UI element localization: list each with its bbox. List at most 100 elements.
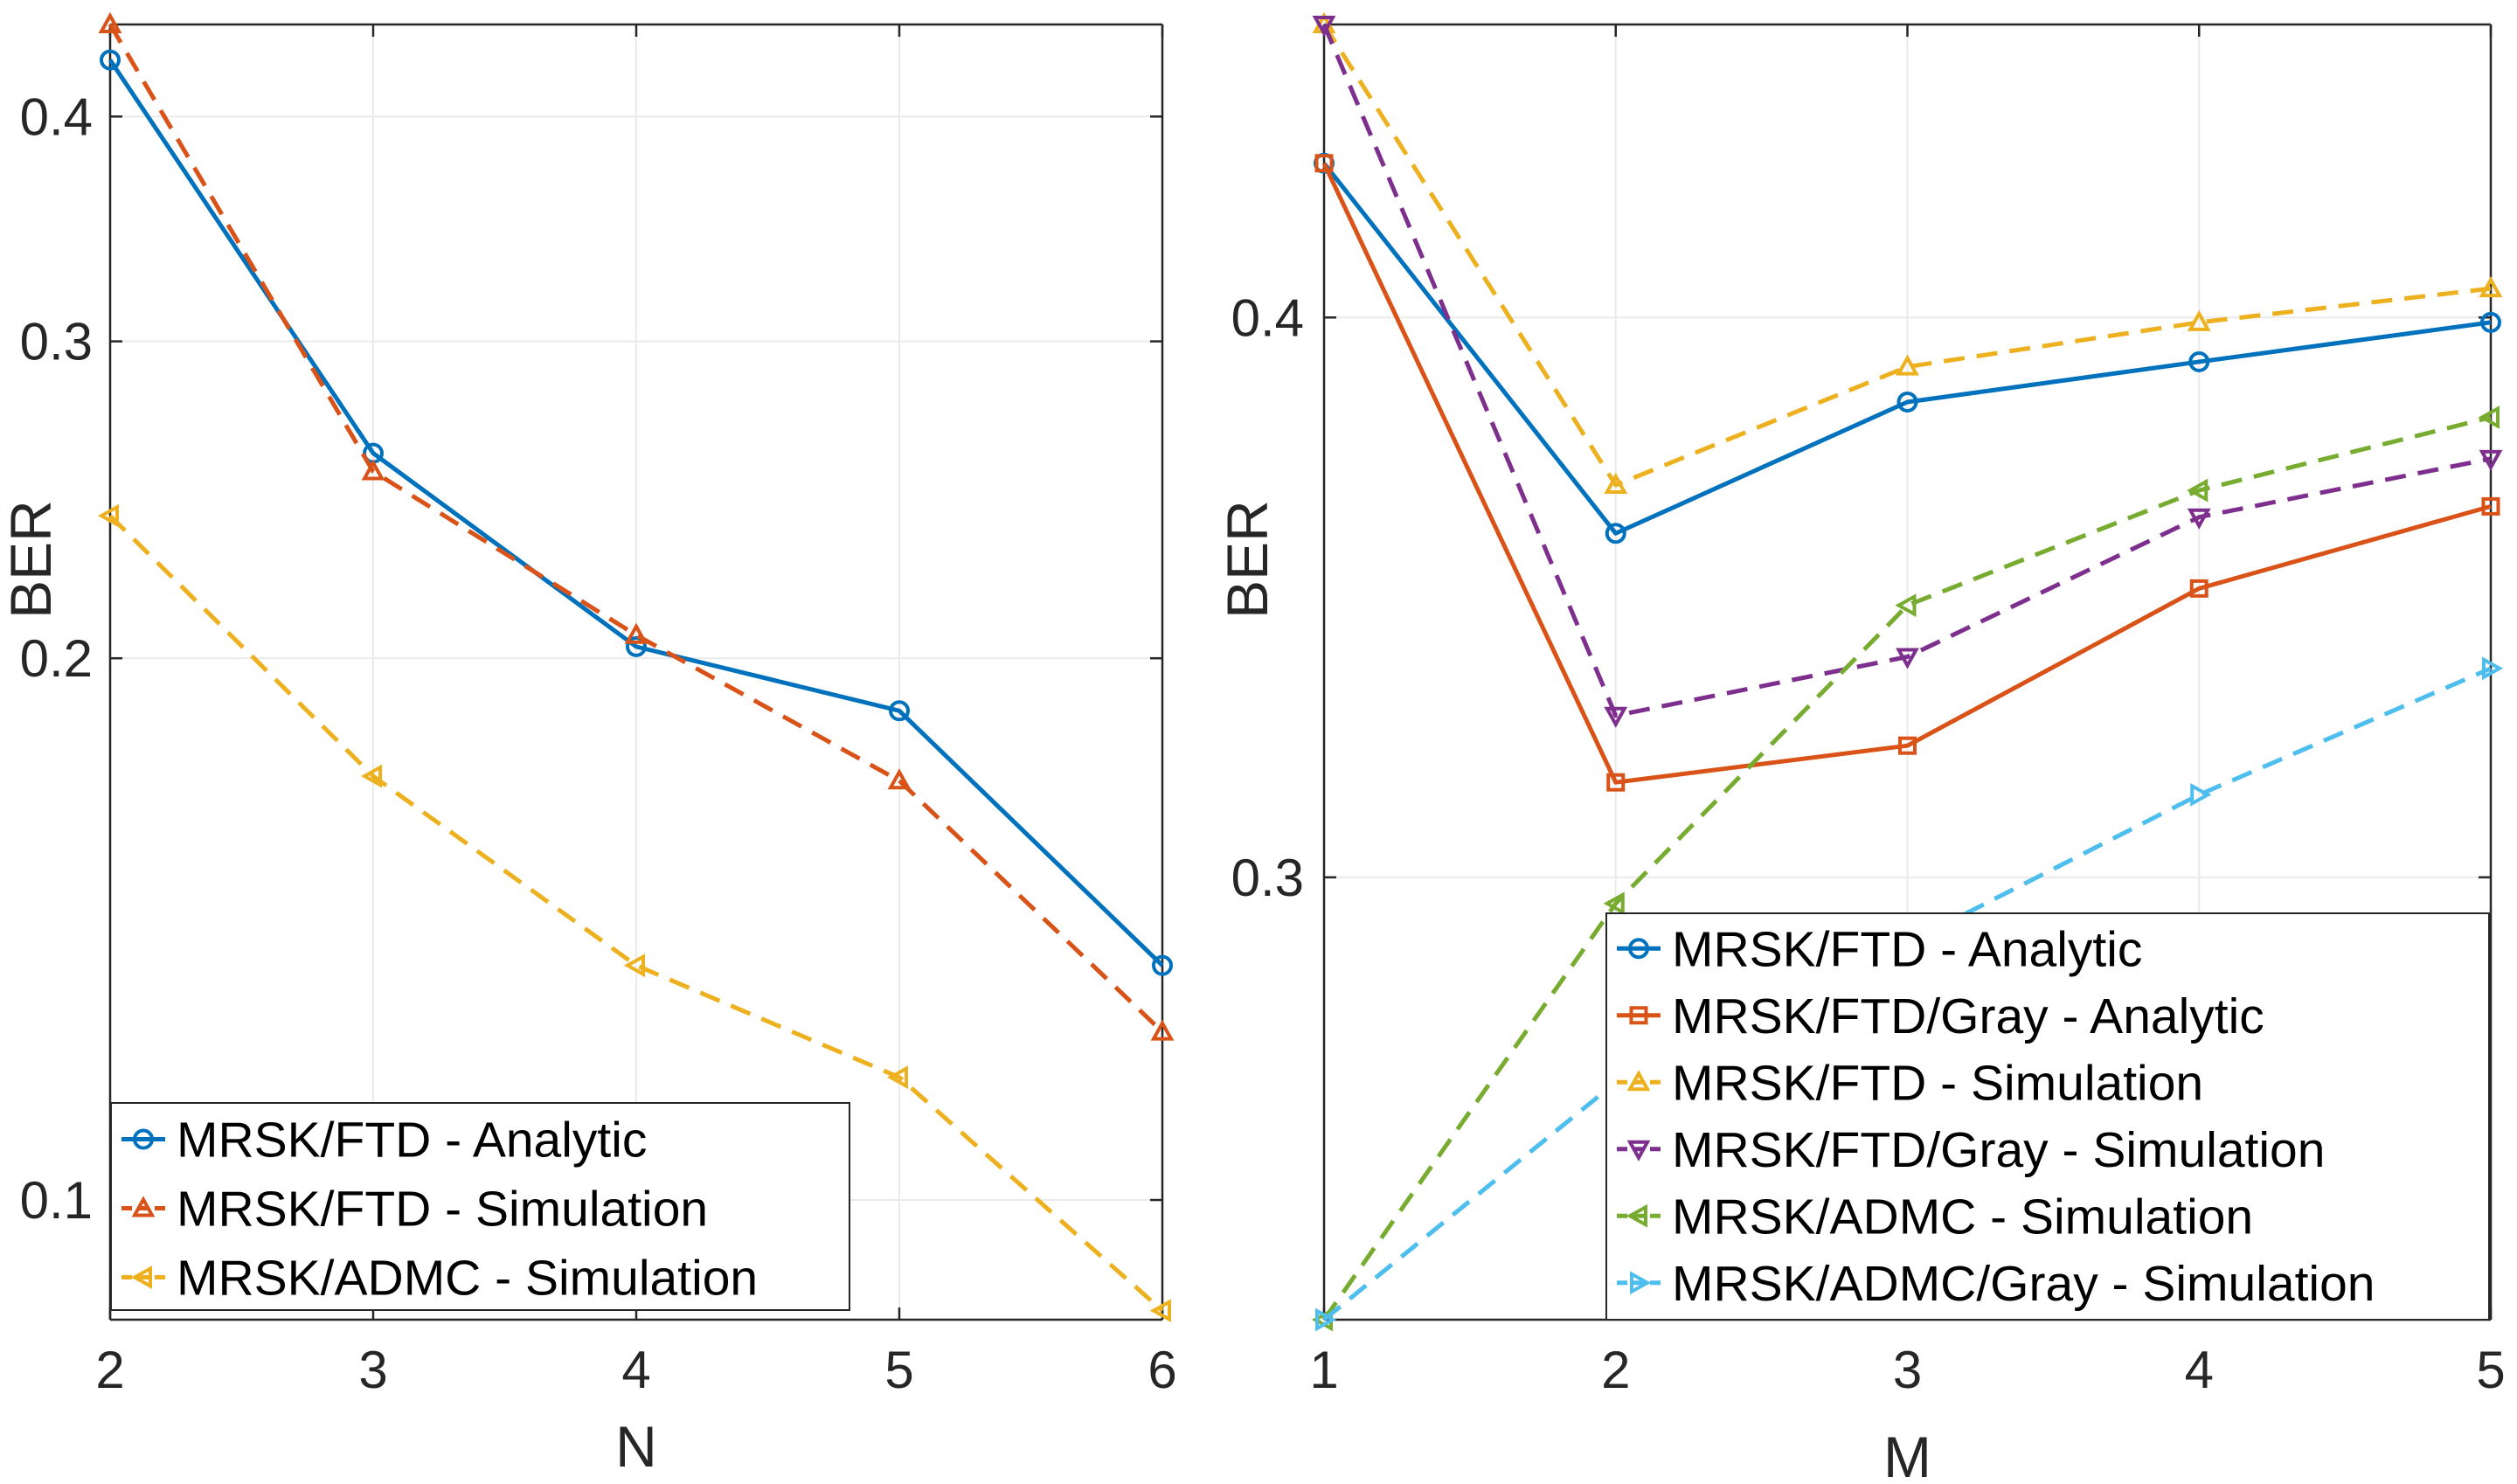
right-x-tick-label: 1	[1309, 1341, 1338, 1399]
right-legend-label: MRSK/FTD - Analytic	[1672, 921, 2142, 977]
left-data-point	[624, 622, 648, 644]
right-data-point	[2187, 508, 2211, 530]
right-legend-item: MRSK/FTD/Gray - Analytic	[1617, 988, 2264, 1044]
right-data-point	[1896, 648, 1919, 669]
left-series-line	[107, 23, 1164, 1034]
right-legend-label: MRSK/ADMC - Simulation	[1672, 1189, 2253, 1245]
left-data-point	[886, 1065, 908, 1090]
right-legend-marker	[1626, 1140, 1651, 1162]
right-data-point	[1898, 736, 1917, 755]
left-data-point	[97, 503, 119, 528]
right-legend-item: MRSK/FTD - Analytic	[1617, 921, 2142, 977]
right-legend-label: MRSK/ADMC/Gray - Simulation	[1672, 1256, 2375, 1312]
left-y-tick-label: 0.3	[20, 313, 93, 371]
right-data-point	[1603, 891, 1625, 916]
right-legend-item: MRSK/FTD - Simulation	[1617, 1055, 2203, 1111]
left-data-point	[623, 954, 645, 978]
right-data-point	[1314, 154, 1334, 173]
left-x-tick-label: 4	[621, 1341, 650, 1399]
left-data-point	[100, 49, 121, 71]
right-x-axis-label: M	[1883, 1425, 1931, 1484]
left-y-axis-label: BER	[0, 500, 63, 619]
right-data-point	[2478, 406, 2500, 429]
left-x-tick-label: 2	[95, 1341, 124, 1399]
left-x-tick-label: 6	[1148, 1341, 1176, 1399]
right-data-point	[1605, 523, 1626, 544]
left-legend-marker	[131, 1196, 156, 1217]
right-legend-item: MRSK/ADMC/Gray - Simulation	[1617, 1256, 2375, 1312]
left-data-point	[1150, 1019, 1175, 1041]
right-legend-marker	[1630, 1271, 1652, 1295]
right-series-line	[1321, 415, 2492, 1321]
right-x-tick-label: 4	[2185, 1341, 2214, 1399]
left-data-point	[1149, 1299, 1171, 1323]
left-legend: MRSK/FTD - Analytic MRSK/FTD - Simulation…	[110, 1102, 850, 1311]
right-legend: MRSK/FTD - Analytic MRSK/FTD/Gray - Analy…	[1605, 912, 2490, 1321]
right-legend-box	[1605, 912, 2490, 1321]
left-legend-marker	[133, 1128, 154, 1150]
left-x-tick-label: 5	[884, 1341, 913, 1399]
right-legend-marker	[1629, 1006, 1648, 1025]
left-series-mrsk-ftd-simulation	[98, 11, 1175, 1041]
left-data-point	[361, 459, 385, 481]
right-y-tick-label: 0.3	[1231, 849, 1304, 907]
left-legend-marker	[130, 1266, 152, 1289]
right-data-point	[1312, 16, 1336, 38]
left-data-point	[98, 11, 122, 33]
right-legend-marker	[1626, 1070, 1651, 1092]
right-data-point	[2190, 782, 2212, 807]
left-y-tick-label: 0.1	[20, 1171, 93, 1230]
right-legend-item: MRSK/ADMC - Simulation	[1617, 1189, 2253, 1245]
right-y-tick-label: 0.4	[1231, 288, 1304, 347]
right-legend-item: MRSK/FTD/Gray - Simulation	[1617, 1122, 2325, 1178]
left-series-line	[108, 514, 1164, 1313]
right-data-point	[2479, 449, 2503, 471]
left-y-tick-label: 0.2	[20, 629, 93, 688]
right-x-tick-label: 5	[2476, 1341, 2505, 1399]
right-legend-marker	[1626, 1203, 1647, 1228]
right-data-point	[2481, 496, 2500, 516]
right-legend-label: MRSK/FTD/Gray - Analytic	[1672, 988, 2264, 1044]
right-x-tick-label: 2	[1601, 1341, 1630, 1399]
right-series-line	[1321, 162, 2492, 785]
left-y-tick-label: 0.4	[20, 87, 93, 146]
right-series-mrsk-ftd-gray-analytic	[1314, 154, 2500, 792]
left-series-mrsk-admc-simulation	[97, 503, 1171, 1323]
right-legend-label: MRSK/FTD/Gray - Simulation	[1672, 1122, 2325, 1178]
left-legend-item: MRSK/FTD - Analytic	[121, 1113, 647, 1168]
right-data-point	[1604, 706, 1628, 728]
right-data-point	[1315, 1307, 1337, 1332]
left-data-point	[889, 700, 910, 722]
right-data-point	[1606, 773, 1626, 792]
left-legend-label: MRSK/FTD - Analytic	[177, 1113, 647, 1168]
right-data-point	[2187, 309, 2211, 331]
right-data-point	[1895, 593, 1917, 618]
right-data-point	[2480, 311, 2501, 333]
right-legend-label: MRSK/FTD - Simulation	[1672, 1055, 2203, 1111]
right-x-tick-label: 3	[1893, 1341, 1922, 1399]
right-data-point	[1896, 391, 1918, 413]
chart-left: 2 3 4 5 6 0.1 0.2 0.3 0.4 N BER MRSK/FTD - Analytic…	[0, 11, 1177, 1479]
right-series-line	[1321, 24, 2492, 718]
left-legend-box	[110, 1102, 850, 1311]
right-data-point	[2187, 478, 2208, 503]
left-data-point	[360, 764, 382, 788]
left-legend-item: MRSK/FTD - Simulation	[121, 1182, 708, 1238]
left-legend-label: MRSK/ADMC - Simulation	[177, 1251, 758, 1307]
left-legend-item: MRSK/ADMC - Simulation	[121, 1251, 758, 1307]
right-series-mrsk-ftd-gray-simulation	[1312, 16, 2503, 728]
right-y-axis-label: BER	[1215, 500, 1279, 619]
right-data-point	[2482, 656, 2504, 681]
left-x-tick-label: 3	[358, 1341, 387, 1399]
right-data-point	[1604, 472, 1628, 494]
right-data-point	[2479, 276, 2503, 298]
right-legend-marker	[1628, 938, 1649, 960]
right-series-line	[1322, 162, 2492, 536]
left-data-point	[887, 768, 912, 790]
right-data-point	[2189, 579, 2208, 598]
left-data-point	[1152, 954, 1173, 976]
left-data-point	[626, 635, 647, 657]
right-data-point	[2188, 350, 2210, 372]
